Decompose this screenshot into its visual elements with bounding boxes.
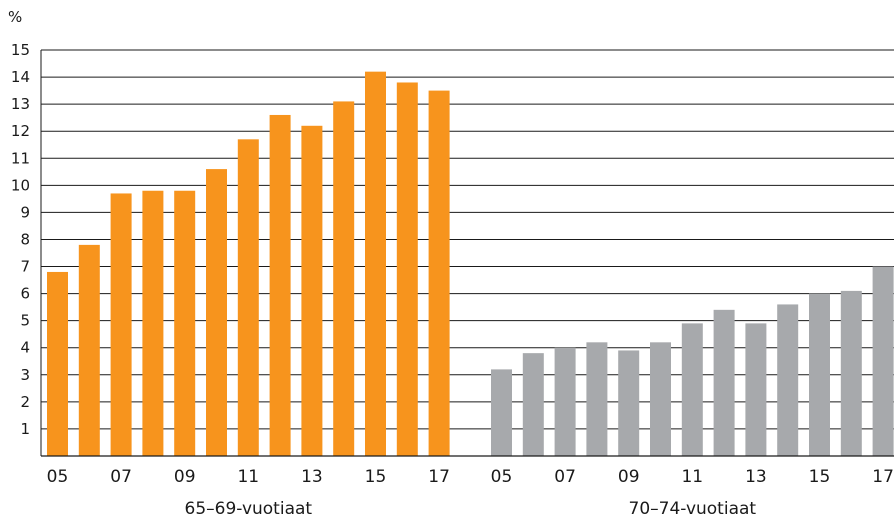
bar	[491, 369, 512, 456]
bars	[47, 71, 894, 457]
x-tick-label: 13	[745, 467, 767, 487]
bar	[78, 244, 100, 456]
bar	[206, 169, 227, 457]
bar	[269, 114, 291, 457]
y-tick-label: 12	[11, 122, 30, 140]
y-tick-label: 9	[20, 203, 30, 221]
x-tick-label: 11	[681, 467, 703, 487]
x-tick-label: 17	[428, 467, 450, 487]
group-label: 70–74-vuotiaat	[629, 499, 757, 519]
y-tick-label: 3	[20, 366, 30, 384]
bar	[554, 347, 576, 456]
bar	[365, 71, 386, 457]
x-tick-label: 15	[365, 467, 387, 487]
bar	[396, 82, 418, 456]
y-tick-label: 1	[20, 420, 30, 438]
group-labels: 65–69-vuotiaat 70–74-vuotiaat	[185, 499, 757, 519]
bar	[333, 101, 355, 456]
group-label: 65–69-vuotiaat	[185, 499, 313, 519]
bar	[237, 139, 259, 456]
bar	[713, 309, 735, 456]
x-tick-label: 17	[872, 467, 894, 487]
bar	[872, 266, 894, 456]
y-tick-label: 7	[20, 258, 30, 276]
x-tick-label: 09	[174, 467, 196, 487]
y-tick-label: 15	[11, 41, 30, 59]
x-tick-label: 05	[491, 467, 513, 487]
bar	[618, 350, 640, 456]
x-tick-label: 07	[110, 467, 132, 487]
y-tick-label: 11	[11, 149, 30, 167]
bar	[650, 342, 671, 456]
bar	[586, 342, 608, 456]
y-tick-label: 13	[11, 95, 30, 113]
bar	[301, 125, 323, 456]
bar	[840, 290, 862, 456]
y-unit-label: %	[8, 8, 22, 26]
series-group	[47, 71, 450, 457]
bar	[777, 304, 799, 456]
bar	[428, 90, 450, 456]
y-tick-label: 10	[11, 176, 30, 194]
bar	[174, 190, 196, 456]
bar	[47, 271, 68, 456]
bar	[522, 353, 544, 456]
y-tick-label: 2	[20, 393, 30, 411]
bar	[745, 323, 767, 456]
x-tick-label: 13	[301, 467, 323, 487]
y-tick-label: 8	[20, 230, 30, 248]
x-axis: 05 07 09 11 13 15 17 05 07 09 11 13 15 17	[41, 455, 894, 487]
bar	[142, 190, 164, 456]
series-group	[491, 266, 894, 456]
y-tick-label: 14	[11, 68, 30, 86]
x-tick-label: 05	[47, 467, 69, 487]
y-tick-label: 6	[20, 285, 30, 303]
y-tick-label: 4	[20, 339, 30, 357]
bar	[681, 323, 703, 456]
x-tick-label: 11	[237, 467, 259, 487]
x-tick-label: 15	[809, 467, 831, 487]
x-tick-label: 07	[554, 467, 576, 487]
x-tick-label: 09	[618, 467, 640, 487]
bar	[110, 193, 132, 456]
bar	[809, 293, 830, 456]
y-tick-label: 5	[20, 312, 30, 330]
